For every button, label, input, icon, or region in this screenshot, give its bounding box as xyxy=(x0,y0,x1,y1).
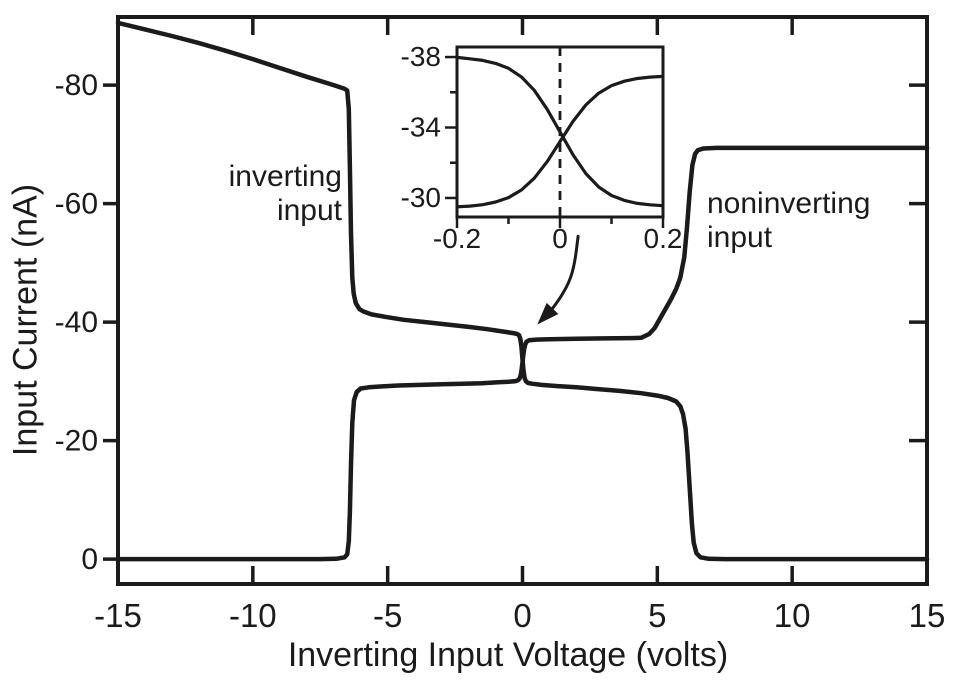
inset-pointer-arrow-shaft xyxy=(551,234,580,310)
plot-frame xyxy=(116,15,929,586)
inset-y-tick-label: -34 xyxy=(401,112,441,143)
inset-curve-noninverting-input xyxy=(456,74,664,209)
curve-inverting-input xyxy=(115,20,930,562)
annotation-inverting-input: inverting input xyxy=(228,160,342,227)
x-tick-label: 10 xyxy=(774,597,811,634)
curve-noninverting-input xyxy=(115,145,930,562)
x-tick-label: 5 xyxy=(648,597,666,634)
inset-curve-inverting-input xyxy=(456,55,664,208)
x-tick-label: 15 xyxy=(909,597,946,634)
inset-pointer-arrowhead xyxy=(537,302,559,325)
inset-y-tick-label: -30 xyxy=(401,182,441,213)
y-tick-label: -40 xyxy=(55,306,98,339)
y-tick-label: -60 xyxy=(55,188,98,221)
inset-x-tick-label: 0 xyxy=(552,223,568,254)
y-tick-label: -20 xyxy=(55,425,98,458)
y-axis-title: Input Current (nA) xyxy=(6,183,45,457)
x-tick-label: -15 xyxy=(94,597,142,634)
annotation-noninverting-input: noninverting input xyxy=(707,187,871,254)
inset-x-tick-label: -0.2 xyxy=(433,223,481,254)
inset-y-tick-label: -38 xyxy=(401,41,441,72)
x-axis-title: Inverting Input Voltage (volts) xyxy=(287,636,729,674)
x-tick-label: 0 xyxy=(513,597,531,634)
y-tick-label: -80 xyxy=(55,69,98,102)
x-tick-label: -5 xyxy=(373,597,402,634)
y-tick-label: 0 xyxy=(81,543,98,576)
x-tick-label: -10 xyxy=(229,597,277,634)
inset-x-tick-label: 0.2 xyxy=(644,223,683,254)
